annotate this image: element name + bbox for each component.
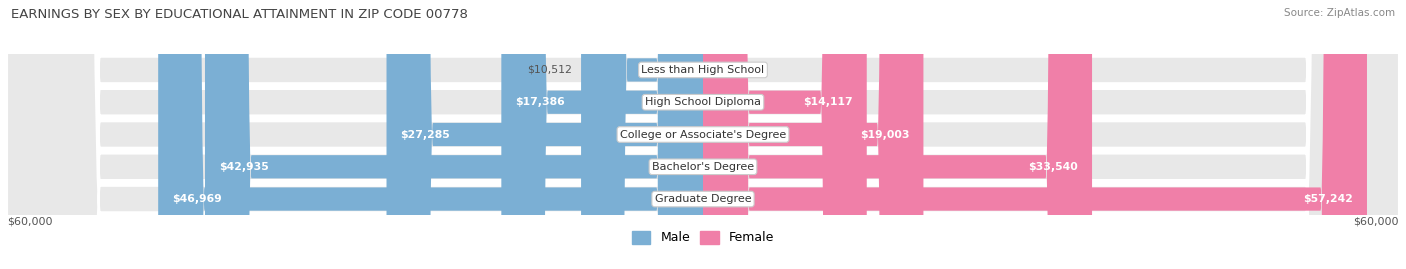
Text: $19,003: $19,003 xyxy=(860,129,910,140)
FancyBboxPatch shape xyxy=(7,0,1399,269)
FancyBboxPatch shape xyxy=(703,0,924,269)
FancyBboxPatch shape xyxy=(7,0,1399,269)
Text: $27,285: $27,285 xyxy=(401,129,450,140)
Text: $60,000: $60,000 xyxy=(1354,217,1399,227)
FancyBboxPatch shape xyxy=(703,0,866,269)
Text: $60,000: $60,000 xyxy=(7,217,52,227)
Text: Bachelor's Degree: Bachelor's Degree xyxy=(652,162,754,172)
FancyBboxPatch shape xyxy=(387,0,703,269)
Text: Less than High School: Less than High School xyxy=(641,65,765,75)
Text: $17,386: $17,386 xyxy=(515,97,565,107)
Text: $33,540: $33,540 xyxy=(1028,162,1078,172)
Text: $42,935: $42,935 xyxy=(219,162,269,172)
Text: High School Diploma: High School Diploma xyxy=(645,97,761,107)
FancyBboxPatch shape xyxy=(703,0,1367,269)
Text: $0: $0 xyxy=(713,65,725,75)
FancyBboxPatch shape xyxy=(159,0,703,269)
Text: EARNINGS BY SEX BY EDUCATIONAL ATTAINMENT IN ZIP CODE 00778: EARNINGS BY SEX BY EDUCATIONAL ATTAINMEN… xyxy=(11,8,468,21)
Text: Graduate Degree: Graduate Degree xyxy=(655,194,751,204)
Text: $14,117: $14,117 xyxy=(803,97,853,107)
Text: College or Associate's Degree: College or Associate's Degree xyxy=(620,129,786,140)
Text: Source: ZipAtlas.com: Source: ZipAtlas.com xyxy=(1284,8,1395,18)
FancyBboxPatch shape xyxy=(7,0,1399,269)
FancyBboxPatch shape xyxy=(205,0,703,269)
Text: $57,242: $57,242 xyxy=(1303,194,1353,204)
FancyBboxPatch shape xyxy=(703,0,1092,269)
FancyBboxPatch shape xyxy=(7,0,1399,269)
Text: $10,512: $10,512 xyxy=(527,65,572,75)
FancyBboxPatch shape xyxy=(502,0,703,269)
Text: $46,969: $46,969 xyxy=(172,194,222,204)
FancyBboxPatch shape xyxy=(581,0,703,269)
Legend: Male, Female: Male, Female xyxy=(631,231,775,245)
FancyBboxPatch shape xyxy=(7,0,1399,269)
